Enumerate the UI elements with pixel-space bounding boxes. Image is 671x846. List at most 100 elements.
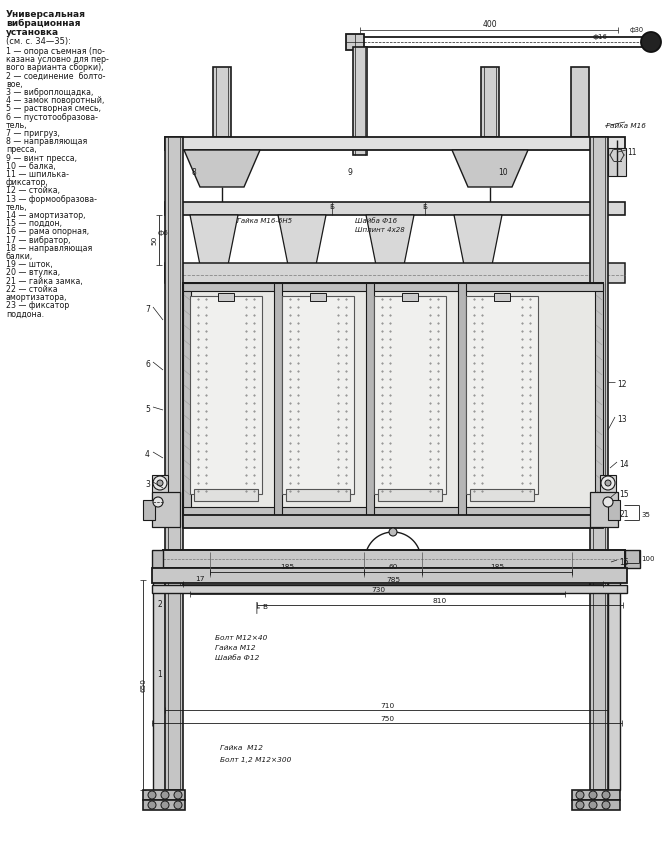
Polygon shape <box>452 150 528 187</box>
Text: тель,: тель, <box>6 203 28 212</box>
Bar <box>458 283 466 515</box>
Bar <box>600 475 616 515</box>
Text: 810: 810 <box>433 598 447 604</box>
Circle shape <box>602 801 610 809</box>
Text: 7 — пригруз,: 7 — пригруз, <box>6 129 60 138</box>
Text: 23 — фиксатор: 23 — фиксатор <box>6 301 69 310</box>
Text: 8 — направляющая: 8 — направляющая <box>6 137 87 146</box>
Text: 5: 5 <box>145 405 150 414</box>
Text: 9: 9 <box>347 168 352 177</box>
Text: 18 — направляющая: 18 — направляющая <box>6 244 92 253</box>
Text: 5 — растворная смесь,: 5 — растворная смесь, <box>6 104 101 113</box>
Circle shape <box>603 497 613 507</box>
Text: 730: 730 <box>371 587 385 593</box>
Bar <box>366 283 374 515</box>
Text: 20 — втулка,: 20 — втулка, <box>6 268 60 277</box>
Text: 185: 185 <box>490 564 504 570</box>
Bar <box>466 296 538 494</box>
Bar <box>590 492 618 527</box>
Text: 650: 650 <box>140 678 146 692</box>
Text: 1 — опора съемная (по-: 1 — опора съемная (по- <box>6 47 105 56</box>
Text: Гайка М16-6Н5: Гайка М16-6Н5 <box>237 218 292 224</box>
Bar <box>402 293 418 301</box>
Bar <box>595 283 603 515</box>
Bar <box>163 550 625 568</box>
Bar <box>194 489 258 501</box>
Circle shape <box>601 476 615 490</box>
Bar <box>152 492 180 527</box>
Circle shape <box>148 801 156 809</box>
Text: вибрационная: вибрационная <box>6 19 81 28</box>
Bar <box>572 800 620 810</box>
Bar <box>152 585 627 593</box>
Text: Болт 1,2 М12×300: Болт 1,2 М12×300 <box>220 757 291 763</box>
Text: 22 — стойка: 22 — стойка <box>6 285 58 294</box>
Text: 185: 185 <box>280 564 294 570</box>
Text: пресса,: пресса, <box>6 146 37 155</box>
Bar <box>183 283 603 291</box>
Bar <box>286 489 350 501</box>
Circle shape <box>153 476 167 490</box>
Text: 11 — шпилька-: 11 — шпилька- <box>6 170 69 179</box>
Text: амортизатора,: амортизатора, <box>6 293 68 302</box>
Text: 17 — вибратор,: 17 — вибратор, <box>6 235 70 244</box>
Text: 21 — гайка замка,: 21 — гайка замка, <box>6 277 83 286</box>
Circle shape <box>161 801 169 809</box>
Circle shape <box>174 801 182 809</box>
Bar <box>165 137 183 590</box>
Polygon shape <box>454 215 502 265</box>
Text: 19 — шток,: 19 — шток, <box>6 261 53 269</box>
Text: фиксатор,: фиксатор, <box>6 179 49 187</box>
Circle shape <box>161 791 169 799</box>
Bar <box>572 790 620 800</box>
Text: Универсальная: Универсальная <box>6 10 86 19</box>
Circle shape <box>589 791 597 799</box>
Circle shape <box>389 528 397 536</box>
Text: 10: 10 <box>498 168 508 177</box>
Text: 750: 750 <box>380 716 394 722</box>
Text: тель,: тель, <box>6 121 28 129</box>
Bar <box>183 507 603 515</box>
Bar <box>374 296 446 494</box>
Text: 2: 2 <box>157 600 162 609</box>
Bar <box>625 550 640 568</box>
Bar <box>143 790 185 800</box>
Bar <box>274 283 282 515</box>
Circle shape <box>602 791 610 799</box>
Text: 2 — соединение  болто-: 2 — соединение болто- <box>6 72 105 80</box>
Text: ф6: ф6 <box>158 230 169 236</box>
Circle shape <box>157 480 163 486</box>
Text: 50: 50 <box>151 235 157 244</box>
Text: ф16: ф16 <box>592 34 607 40</box>
Bar <box>310 293 326 301</box>
Text: 6: 6 <box>145 360 150 369</box>
Bar <box>608 568 620 790</box>
Bar <box>213 67 231 137</box>
Text: 12 — стойка,: 12 — стойка, <box>6 186 60 195</box>
Bar <box>378 489 442 501</box>
Text: 12: 12 <box>617 380 627 389</box>
Bar <box>165 568 183 790</box>
Text: В: В <box>262 604 267 610</box>
Text: Б: Б <box>423 204 427 210</box>
Circle shape <box>576 801 584 809</box>
Bar <box>590 137 608 590</box>
Polygon shape <box>366 215 414 265</box>
Text: 13 — формообразова-: 13 — формообразова- <box>6 195 97 204</box>
Text: 8: 8 <box>192 168 197 177</box>
Text: 7: 7 <box>145 305 150 314</box>
Text: казана условно для пер-: казана условно для пер- <box>6 55 109 64</box>
Bar <box>183 283 191 515</box>
Bar <box>183 283 603 515</box>
Bar <box>152 568 627 583</box>
Circle shape <box>589 801 597 809</box>
Circle shape <box>605 480 611 486</box>
Text: 13: 13 <box>617 415 627 424</box>
Circle shape <box>641 32 661 52</box>
Circle shape <box>148 791 156 799</box>
Bar <box>590 568 608 790</box>
Text: вого варианта сборки),: вого варианта сборки), <box>6 63 103 73</box>
Bar <box>152 475 168 515</box>
Text: 4: 4 <box>145 450 150 459</box>
Text: Шайба Ф16: Шайба Ф16 <box>355 218 397 224</box>
